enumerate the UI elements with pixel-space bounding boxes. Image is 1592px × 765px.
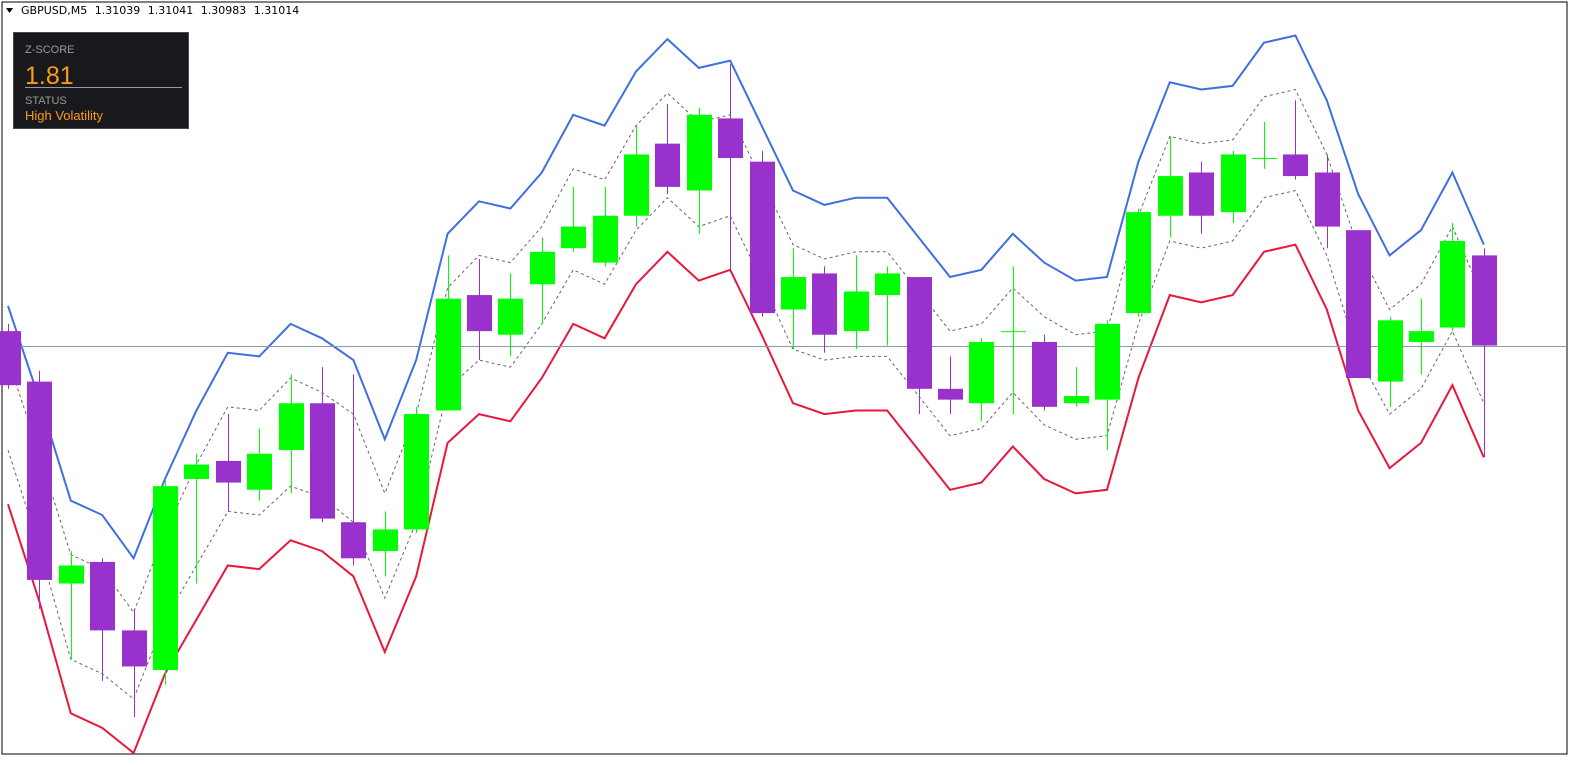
inner-band xyxy=(7,189,1485,700)
last-high: 1.31041 xyxy=(147,4,194,17)
outer-band xyxy=(7,243,1485,755)
last-close: 1.31014 xyxy=(253,4,300,17)
candle-body xyxy=(718,118,743,159)
candle-body xyxy=(279,403,304,451)
candle-body xyxy=(1064,396,1089,404)
menu-triangle[interactable] xyxy=(6,8,13,13)
candle-body xyxy=(341,522,366,559)
candle-body xyxy=(90,561,115,631)
candle-body xyxy=(812,273,837,335)
candle-body xyxy=(153,486,178,671)
candle-body xyxy=(1472,255,1497,346)
last-open: 1.31039 xyxy=(94,4,141,17)
candle-body xyxy=(247,453,272,490)
candle-body xyxy=(530,251,555,285)
candle-body xyxy=(844,291,869,332)
candle-body xyxy=(875,273,900,296)
candle-body xyxy=(310,403,335,519)
status-label: STATUS xyxy=(25,95,67,107)
last-low: 1.30983 xyxy=(200,4,247,17)
candle-body xyxy=(467,295,492,332)
candle-body xyxy=(1409,331,1434,342)
candle-body xyxy=(436,298,461,411)
candle-body xyxy=(27,381,52,580)
candle-body xyxy=(1346,230,1371,378)
candle-body xyxy=(498,298,523,335)
candle-body xyxy=(404,414,429,530)
zscore-panel: Z-SCORE 1.81 STATUS High Volatility xyxy=(13,32,189,129)
candle-body xyxy=(1126,212,1151,314)
candle-body xyxy=(561,226,586,249)
candle-body xyxy=(593,215,618,263)
candle-body xyxy=(655,143,680,187)
outer-band xyxy=(7,34,1485,561)
inner-band xyxy=(7,88,1485,614)
divider xyxy=(25,87,182,88)
candle-body xyxy=(938,388,963,400)
candle-body xyxy=(969,341,994,404)
symbol-header: GBPUSD,M5 1.31039 1.31041 1.30983 1.3101… xyxy=(21,4,303,17)
status-value: High Volatility xyxy=(25,108,104,123)
zscore-label: Z-SCORE xyxy=(25,44,75,56)
candle-body xyxy=(1001,331,1026,333)
candle-body xyxy=(0,331,21,386)
candle-body xyxy=(373,529,398,552)
candle-body xyxy=(1283,154,1308,177)
candle-body xyxy=(1189,172,1214,216)
zscore-value: 1.81 xyxy=(25,62,74,90)
candle-body xyxy=(781,277,806,310)
symbol: GBPUSD,M5 xyxy=(21,4,88,17)
candle-body xyxy=(216,460,241,483)
candle-body xyxy=(1440,240,1465,328)
candle-body xyxy=(750,161,775,314)
candle-body xyxy=(122,630,147,667)
candle-body xyxy=(1252,158,1277,160)
candle-body xyxy=(1032,341,1057,407)
candle-body xyxy=(624,154,649,216)
candle-body xyxy=(1095,323,1120,400)
candle-body xyxy=(687,114,712,191)
candle-body xyxy=(1158,176,1183,216)
plot-frame xyxy=(1,1,1568,755)
candle-body xyxy=(1378,320,1403,382)
candle-body xyxy=(59,565,84,584)
candle-body xyxy=(1221,154,1246,213)
candle-body xyxy=(184,464,209,479)
candle-body xyxy=(1315,172,1340,227)
candle-body xyxy=(907,277,932,389)
